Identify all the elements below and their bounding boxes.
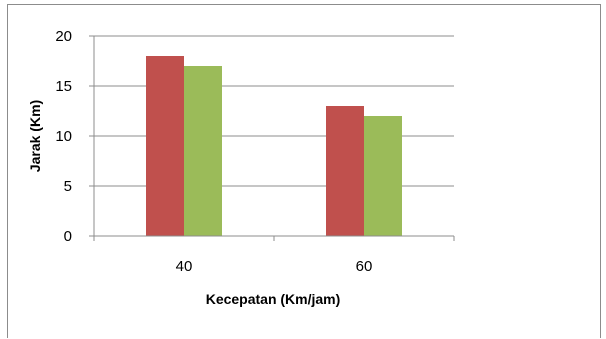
bar	[146, 56, 184, 236]
chart-frame	[7, 4, 601, 338]
x-tick-labels: 40 60	[176, 258, 373, 275]
x-axis-title: Kecepatan (Km/jam)	[206, 291, 341, 307]
bar	[326, 106, 364, 236]
y-axis-title: Jarak (Km)	[27, 100, 43, 172]
y-tick-label: 5	[64, 178, 72, 195]
bar	[364, 116, 402, 236]
y-tick-label: 0	[64, 228, 72, 245]
axes	[89, 35, 455, 241]
x-tick-label: 60	[356, 258, 373, 275]
y-tick-label: 15	[55, 78, 72, 95]
y-tick-labels: 0 5 10 15 20	[55, 28, 72, 245]
y-tick-label: 20	[55, 28, 72, 45]
x-tick-label: 40	[176, 258, 193, 275]
bars	[146, 56, 402, 236]
bar	[184, 66, 222, 236]
y-tick-label: 10	[55, 128, 72, 145]
